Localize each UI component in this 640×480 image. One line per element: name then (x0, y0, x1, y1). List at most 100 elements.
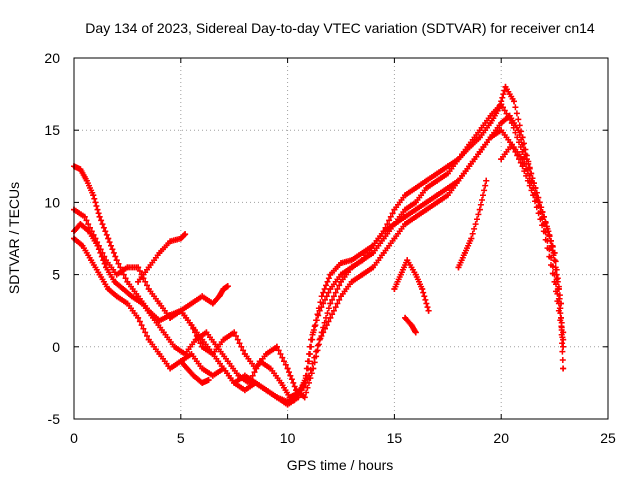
data-point (103, 257, 110, 264)
data-point (145, 264, 152, 271)
data-point (203, 329, 210, 336)
data-point (92, 235, 99, 242)
data-point (286, 394, 293, 401)
data-point (380, 228, 387, 235)
data-point (412, 271, 419, 278)
data-point (455, 177, 462, 184)
data-point (560, 336, 567, 343)
series-track-10 (455, 177, 490, 271)
data-point (560, 343, 567, 350)
data-point (103, 264, 110, 271)
data-point (402, 192, 409, 199)
data-point (402, 213, 409, 220)
data-point (293, 387, 300, 394)
data-point (150, 314, 157, 321)
data-point (468, 235, 475, 242)
series-track-11 (498, 141, 565, 307)
data-point (113, 293, 120, 300)
data-point (408, 322, 415, 329)
data-point (419, 286, 426, 293)
data-point (380, 235, 387, 242)
data-point (391, 286, 398, 293)
data-point (558, 300, 565, 307)
data-point (139, 300, 146, 307)
data-point (135, 278, 142, 285)
data-point (231, 379, 238, 386)
data-point (77, 221, 84, 228)
data-point (135, 314, 142, 321)
data-point (476, 206, 483, 213)
data-point (530, 184, 537, 191)
data-point (209, 351, 216, 358)
data-point (252, 365, 259, 372)
data-point (391, 235, 398, 242)
data-point (434, 177, 441, 184)
data-point (88, 257, 95, 264)
data-point (241, 351, 248, 358)
marker-trail (71, 127, 567, 408)
data-point (124, 300, 131, 307)
data-point (305, 372, 312, 379)
x-tick-label: 20 (493, 430, 509, 446)
data-point (511, 98, 518, 105)
data-point (519, 156, 526, 163)
data-point (188, 300, 195, 307)
data-point (402, 221, 409, 228)
data-point (124, 264, 131, 271)
data-point (199, 379, 206, 386)
data-point (182, 231, 189, 238)
data-point (177, 235, 184, 242)
data-point (216, 293, 223, 300)
y-tick-label: 5 (52, 267, 60, 283)
data-point (348, 257, 355, 264)
data-point (96, 271, 103, 278)
data-point (167, 365, 174, 372)
data-point (391, 206, 398, 213)
data-point (391, 221, 398, 228)
data-point (412, 184, 419, 191)
data-point (455, 264, 462, 271)
data-point (111, 278, 118, 285)
data-point (188, 322, 195, 329)
y-tick-label: 0 (52, 339, 60, 355)
series-track-4 (71, 127, 567, 408)
x-tick-label: 10 (280, 430, 296, 446)
data-point (476, 127, 483, 134)
data-point (308, 336, 315, 343)
data-point (423, 206, 430, 213)
data-point (423, 184, 430, 191)
data-point (540, 213, 547, 220)
data-point (284, 365, 291, 372)
x-tick-label: 5 (177, 430, 185, 446)
data-point (327, 286, 334, 293)
data-point (273, 394, 280, 401)
data-point (171, 343, 178, 350)
series-track-8 (391, 257, 432, 314)
data-point (128, 293, 135, 300)
data-point (476, 148, 483, 155)
data-point (560, 365, 567, 372)
data-point (498, 156, 505, 163)
data-point (231, 329, 238, 336)
data-point (167, 314, 174, 321)
data-point (327, 300, 334, 307)
data-point (105, 235, 112, 242)
data-point (502, 83, 509, 90)
data-point (551, 249, 558, 256)
data-point (284, 401, 291, 408)
data-point (327, 314, 334, 321)
data-point (487, 112, 494, 119)
series-track-9 (402, 314, 419, 336)
data-point (434, 199, 441, 206)
data-point (278, 379, 285, 386)
data-point (402, 206, 409, 213)
data-point (316, 336, 323, 343)
data-point (209, 372, 216, 379)
data-point (402, 314, 409, 321)
data-point (199, 365, 206, 372)
data-point (498, 101, 505, 108)
data-point (412, 329, 419, 336)
data-point (540, 228, 547, 235)
data-point (145, 286, 152, 293)
plot-frame (73, 57, 609, 420)
